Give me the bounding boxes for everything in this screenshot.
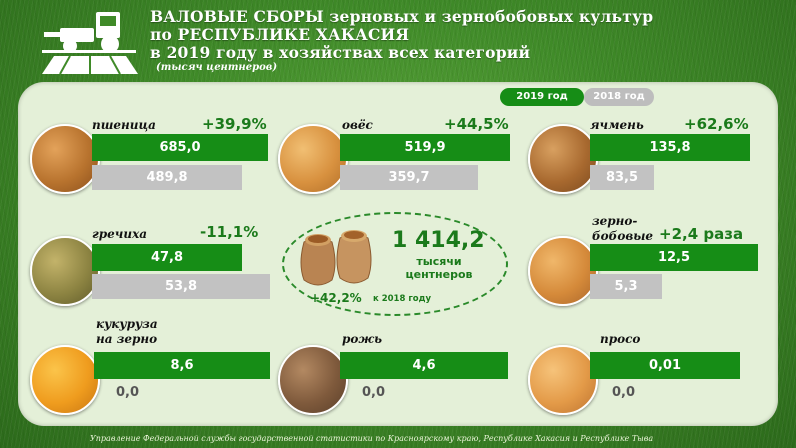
crop-name-line-2: на зерно <box>96 332 158 346</box>
title-line-2: по РЕСПУБЛИКЕ ХАКАСИЯ <box>150 25 410 44</box>
bar-2018: 5,3 <box>590 274 662 299</box>
crop-name-line-1: зерно- <box>592 214 638 228</box>
total-unit-line-2: центнеров <box>405 268 473 281</box>
crop-change: -11,1% <box>200 223 259 241</box>
crop-name: просо <box>600 332 641 346</box>
title-line-3: в 2019 году в хозяйствах всех категорий <box>150 43 531 62</box>
crop-barley: ячмень +62,6% 135,8 83,5 <box>528 115 773 194</box>
barley-grain-icon <box>528 124 598 194</box>
buckwheat-grain-icon <box>30 236 100 306</box>
bar-2019: 47,8 <box>92 244 242 271</box>
legend-2019: 2019 год <box>500 88 584 106</box>
title-line-1: ВАЛОВЫЕ СБОРЫ зерновых и зернобобовых ку… <box>150 7 654 26</box>
rye-grain-icon <box>278 345 348 415</box>
harvester-logo <box>40 6 140 80</box>
bar-2019: 8,6 <box>94 352 270 379</box>
crop-change: +2,4 раза <box>659 225 744 243</box>
grain-sacks-icon <box>296 220 378 296</box>
total-unit: тысячи центнеров <box>395 255 483 281</box>
bar-2018-zero: 0,0 <box>116 385 140 400</box>
crop-oats: овёс +44,5% 519,9 359,7 <box>278 115 523 194</box>
bar-2019: 519,9 <box>340 134 510 161</box>
crop-buckwheat: гречиха -11,1% 47,8 53,8 <box>30 223 275 306</box>
crop-change: +44,5% <box>444 115 509 133</box>
bar-2019: 4,6 <box>340 352 508 379</box>
bar-2019: 135,8 <box>590 134 750 161</box>
crop-name: гречиха <box>92 227 148 241</box>
bar-2018: 53,8 <box>92 274 270 299</box>
corn-grain-icon <box>30 345 100 415</box>
bar-2019: 685,0 <box>92 134 268 161</box>
oats-grain-icon <box>278 124 348 194</box>
crop-name-line-1: кукуруза <box>96 317 158 331</box>
crop-millet: просо 0,01 0,0 <box>528 332 773 415</box>
bar-2018: 83,5 <box>590 165 654 190</box>
legumes-grain-icon <box>528 236 598 306</box>
total-value: 1 414,2 <box>392 228 485 253</box>
chart-title: ВАЛОВЫЕ СБОРЫ зерновых и зернобобовых ку… <box>150 7 654 74</box>
crop-change: +62,6% <box>684 115 749 133</box>
bar-2018-zero: 0,0 <box>612 385 636 400</box>
crop-legumes: зерно- бобовые +2,4 раза 12,5 5,3 <box>528 214 773 306</box>
total-unit-line-1: тысячи <box>416 255 462 268</box>
bar-2019: 12,5 <box>590 244 758 271</box>
crop-name-line-2: бобовые <box>592 229 654 243</box>
total-ellipse <box>282 212 508 316</box>
crop-name: рожь <box>342 332 382 346</box>
bar-2019: 0,01 <box>590 352 740 379</box>
millet-grain-icon <box>528 345 598 415</box>
crop-change: +39,9% <box>202 115 267 133</box>
total-caption: к 2018 году <box>373 294 432 304</box>
legend-2018: 2018 год <box>584 88 654 106</box>
crop-name: пшеница <box>92 118 156 132</box>
wheat-grain-icon <box>30 124 100 194</box>
units-label: (тысяч центнеров) <box>156 62 278 73</box>
total-change: +42,2% <box>310 291 362 305</box>
bar-2018-zero: 0,0 <box>362 385 386 400</box>
crop-name: овёс <box>342 118 373 132</box>
crop-wheat: пшеница +39,9% 685,0 489,8 <box>30 115 275 194</box>
bar-2018: 359,7 <box>340 165 478 190</box>
footer-source: Управление Федеральной службы государств… <box>90 434 654 443</box>
crop-rye: рожь 4,6 0,0 <box>278 332 523 415</box>
bar-2018: 489,8 <box>92 165 242 190</box>
crop-name: ячмень <box>590 118 644 132</box>
crop-corn: кукуруза на зерно 8,6 0,0 <box>30 317 275 415</box>
